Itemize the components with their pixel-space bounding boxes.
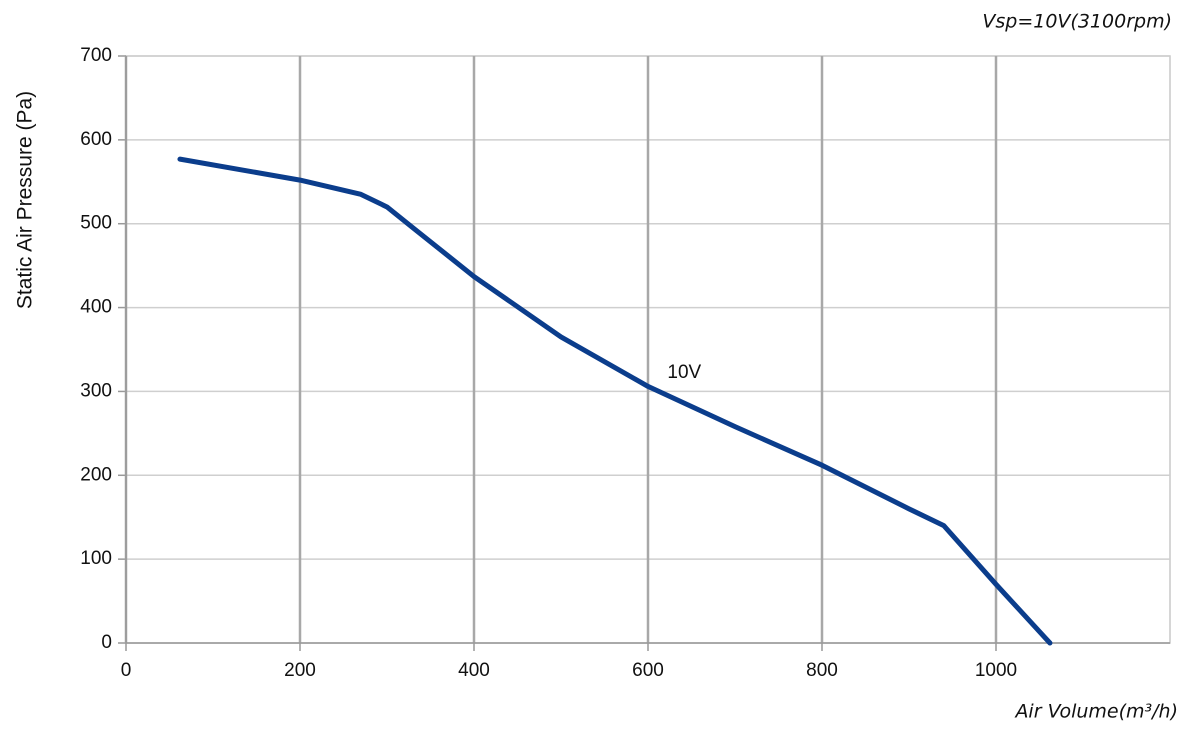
x-axis-label: Air Volume(m³/h) xyxy=(1013,701,1178,723)
x-tick-label: 1000 xyxy=(975,660,1017,681)
x-tick-label: 400 xyxy=(458,660,490,681)
y-tick-label: 600 xyxy=(80,129,112,150)
x-tick-label: 600 xyxy=(632,660,664,681)
x-tick-label: 800 xyxy=(806,660,838,681)
y-axis-label: Static Air Pressure (Pa) xyxy=(14,91,37,309)
series-line xyxy=(177,156,1053,646)
y-tick-label: 700 xyxy=(80,45,112,66)
y-tick-label: 100 xyxy=(80,548,112,569)
annotation: 10V xyxy=(667,362,701,383)
x-tick-label: 0 xyxy=(121,660,132,681)
speed-note: Vsp=10V(3100rpm) xyxy=(982,11,1172,33)
y-tick-label: 500 xyxy=(80,213,112,234)
y-tick-label: 400 xyxy=(80,297,112,318)
x-tick-label: 200 xyxy=(284,660,316,681)
y-tick-label: 300 xyxy=(80,380,112,401)
y-tick-label: 0 xyxy=(101,632,112,653)
y-tick-label: 200 xyxy=(80,464,112,485)
